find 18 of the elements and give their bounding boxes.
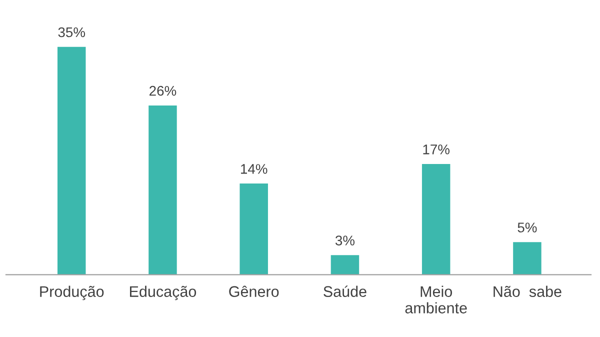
x-tick-label: Educação [130, 286, 196, 300]
data-label: 3% [335, 236, 355, 246]
x-tick-label: Gênero [229, 286, 279, 297]
data-label: 26% [150, 86, 176, 96]
bar [513, 242, 542, 275]
data-label: 17% [423, 144, 450, 154]
bar [330, 255, 360, 275]
bar [422, 164, 450, 275]
bar [57, 46, 86, 275]
data-label: 5% [518, 222, 537, 232]
bar [148, 105, 177, 275]
bar [240, 184, 268, 275]
data-label: 35% [58, 27, 86, 38]
x-tick-label: Não sabe [494, 286, 562, 297]
x-tick-label: Meio ambiente [405, 286, 467, 314]
data-label: 14% [241, 164, 268, 174]
x-tick-label: Produção [40, 286, 104, 300]
x-tick-label: Saúde [324, 286, 366, 297]
